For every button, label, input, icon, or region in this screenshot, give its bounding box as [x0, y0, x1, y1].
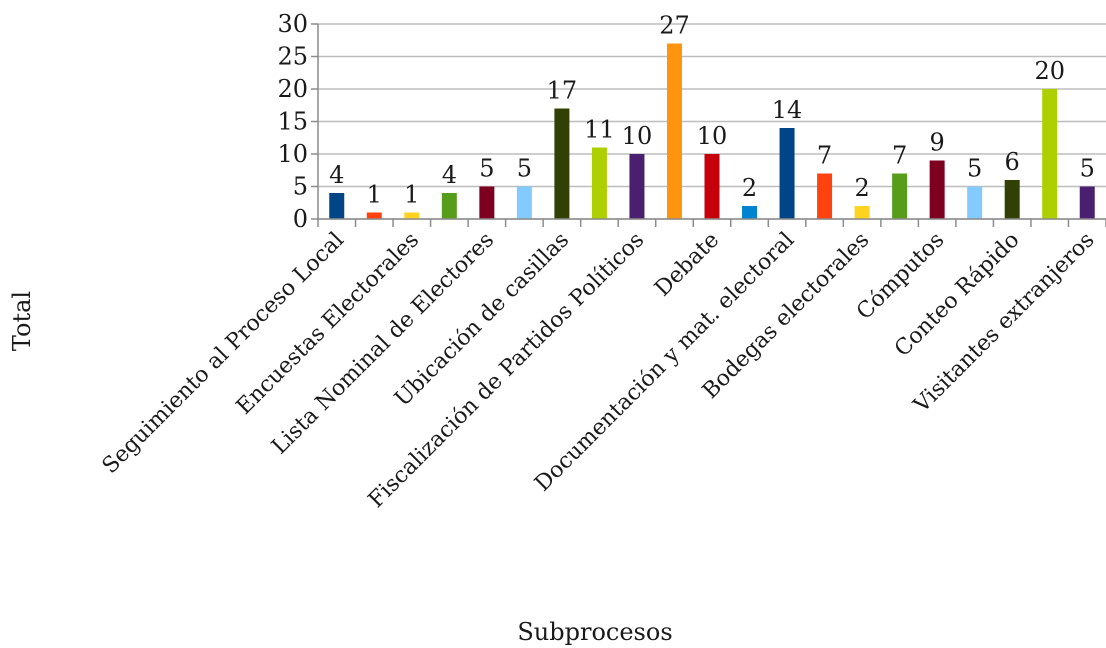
data-label: 5 [1080, 155, 1095, 183]
bar [629, 154, 645, 219]
data-label: 10 [697, 122, 728, 150]
y-tick-label: 15 [277, 108, 308, 136]
bar [704, 154, 720, 219]
x-axis-title: Subprocesos [517, 618, 672, 646]
bar [1004, 180, 1020, 219]
bar [366, 212, 382, 219]
data-label: 4 [329, 161, 344, 189]
bar [854, 206, 870, 219]
y-axis-ticks: 0 5 10 15 20 25 30 [277, 10, 318, 233]
bar [591, 147, 607, 219]
y-tick-label: 10 [277, 140, 308, 168]
y-axis-title: Total [8, 291, 36, 351]
data-label: 2 [854, 174, 869, 202]
data-label: 9 [930, 129, 945, 157]
data-label: 1 [404, 181, 419, 209]
bar [329, 193, 345, 219]
bars [329, 43, 1095, 219]
data-label: 27 [659, 12, 690, 40]
data-label: 5 [479, 155, 494, 183]
y-tick-label: 5 [293, 173, 308, 201]
bar [441, 193, 457, 219]
y-tick-label: 30 [277, 10, 308, 38]
bar [1079, 186, 1095, 219]
x-category-label: Debate [650, 228, 724, 302]
bar [779, 128, 795, 219]
y-tick-label: 20 [277, 75, 308, 103]
bar [742, 206, 758, 219]
bar [892, 173, 908, 219]
data-label: 17 [547, 77, 578, 105]
bar [516, 186, 532, 219]
bar [479, 186, 495, 219]
data-label: 7 [892, 142, 907, 170]
bar [1042, 89, 1058, 219]
y-tick-label: 25 [277, 43, 308, 71]
data-label: 2 [742, 174, 757, 202]
data-label: 5 [517, 155, 532, 183]
data-label: 10 [622, 122, 653, 150]
data-label: 4 [442, 161, 457, 189]
data-label: 20 [1034, 57, 1065, 85]
data-label: 11 [584, 116, 615, 144]
x-category-label: Documentación y mat. electoral [530, 228, 799, 497]
data-label: 14 [772, 96, 803, 124]
data-label: 7 [817, 142, 832, 170]
bar [666, 43, 682, 219]
bar [817, 173, 833, 219]
bar [929, 160, 945, 219]
data-label: 6 [1005, 148, 1020, 176]
data-label: 1 [367, 181, 382, 209]
bar [554, 108, 570, 219]
x-category-label: Fiscalización de Partidos Políticos [364, 228, 649, 513]
bar [967, 186, 983, 219]
axes [317, 24, 1106, 227]
bar [404, 212, 420, 219]
y-tick-label: 0 [293, 205, 308, 233]
data-label: 5 [967, 155, 982, 183]
